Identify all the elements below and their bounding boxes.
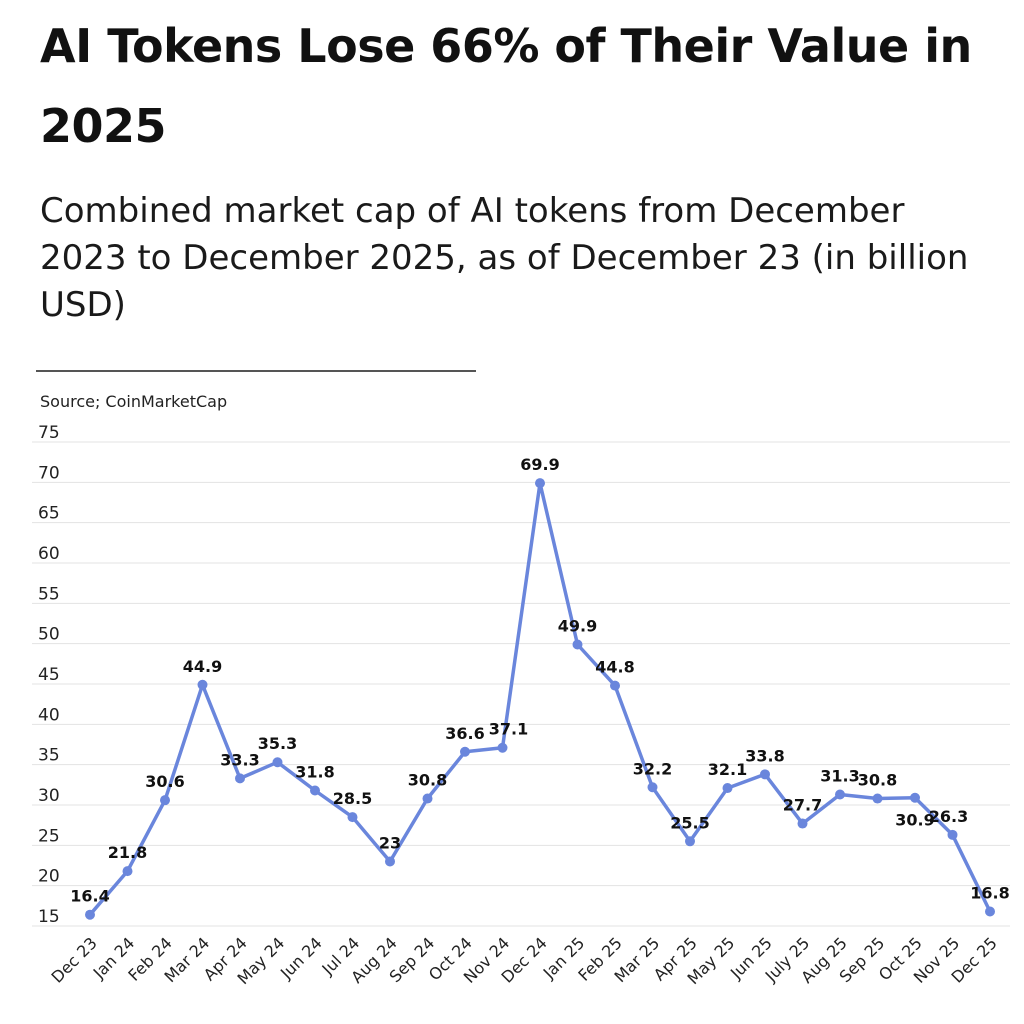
y-tick-label: 30 [38,786,60,806]
y-tick-label: 65 [38,504,60,524]
data-label: 30.6 [145,772,184,791]
y-tick-label: 75 [38,423,60,443]
data-label: 32.2 [633,759,672,778]
data-point [985,906,995,917]
data-point [160,795,170,806]
data-point [797,818,808,829]
data-point [385,856,395,867]
chart-subtitle: Combined market cap of AI tokens from De… [40,191,969,325]
chart-title: AI Tokens Lose 66% of Their Value in 202… [40,19,972,153]
data-label: 31.3 [820,767,859,786]
data-point [272,757,283,768]
data-point [685,836,695,847]
data-label: 33.3 [220,750,259,769]
data-label: 44.8 [595,658,634,677]
data-point [460,746,470,757]
data-label: 27.7 [783,796,822,815]
data-labels: 16.4 21.8 30.6 44.9 33.335.3 31.8 28.5 23 30.8 36… [70,455,1009,906]
data-label: 21.8 [108,843,147,862]
x-tick-label: Dec 23 [48,933,101,986]
data-point [497,742,508,753]
series-group [85,478,995,920]
divider-rule [36,370,476,372]
y-tick-label: 25 [38,826,60,846]
data-label: 28.5 [333,789,372,808]
y-tick-label: 50 [38,625,60,645]
y-tick-label: 60 [38,544,60,564]
data-label: 30.9 [895,811,934,830]
series-line [88,481,992,916]
data-label: 32.1 [708,760,747,779]
data-point [235,773,245,784]
data-label: 16.4 [70,887,109,906]
data-label: 36.6 [445,724,484,743]
data-point [947,829,958,840]
gridlines [32,441,1010,927]
data-label: 33.8 [745,746,784,765]
data-label: 26.3 [929,807,968,826]
data-point [122,866,133,877]
data-label: 30.8 [858,771,897,790]
data-label: 31.8 [295,762,334,781]
data-label: 23 [379,833,401,852]
data-point [572,639,583,650]
data-point [910,792,920,803]
y-tick-label: 35 [38,746,60,766]
y-tick-label: 55 [38,584,60,604]
y-tick-label: 70 [38,463,60,483]
y-tick-label: 15 [38,907,60,927]
data-label: 25.5 [670,813,709,832]
data-point [760,769,770,780]
source-note: Source; CoinMarketCap [40,392,228,411]
data-label: 69.9 [520,455,559,474]
data-point [310,785,320,796]
data-point [197,679,208,690]
data-point [835,789,845,800]
data-point [535,478,545,489]
data-label: 37.1 [489,720,528,739]
data-point [610,680,620,691]
data-label: 44.9 [183,657,222,676]
data-point [347,812,358,823]
y-tick-label: 20 [38,867,60,887]
x-tick-label: Jun 24 [276,933,326,983]
data-label: 30.8 [408,771,447,790]
data-point [422,793,433,804]
data-point [872,793,883,804]
y-tick-label: 45 [38,665,60,685]
data-point [85,909,95,920]
y-tick-label: 40 [38,705,60,725]
data-label: 49.9 [558,616,597,635]
data-point [722,783,733,794]
data-label: 16.8 [970,883,1009,902]
data-point [647,782,658,793]
y-axis: 15 20 25 30 35 40 45 50 55 60 65 70 75 [38,423,60,927]
data-label: 35.3 [258,734,297,753]
